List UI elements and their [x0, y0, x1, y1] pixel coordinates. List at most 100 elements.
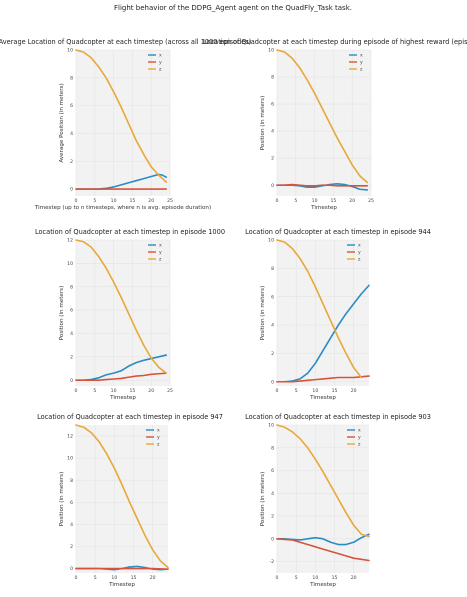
y-tick-label: 10 — [268, 48, 274, 54]
plot-area — [277, 240, 369, 386]
y-tick-label: 0 — [271, 183, 274, 189]
chart-panel-6: 0 5 10 15 20 -2 0 2 4 6 8 10 Location of Quadcopter … — [245, 413, 431, 588]
figure-suptitle: Flight behavior of the DDPG_Agent agent … — [114, 4, 352, 12]
series-line-z — [75, 424, 169, 569]
legend-entry-z: z — [157, 443, 160, 448]
legend-entry-y: y — [360, 61, 363, 66]
legend-entry-x: x — [358, 244, 361, 249]
x-tick-label: 20 — [150, 575, 156, 581]
x-axis-label: Timestep — [309, 395, 336, 401]
x-axis-label: Timestep — [108, 582, 135, 588]
y-tick-label: 8 — [70, 75, 73, 81]
y-tick-label: 0 — [70, 187, 73, 193]
y-axis-label: Position (in meters) — [260, 96, 266, 151]
legend-entry-z: z — [358, 258, 361, 263]
x-axis-label: Timestep — [109, 395, 136, 401]
x-tick-label: 20 — [351, 575, 357, 581]
x-tick-label: 10 — [312, 575, 318, 581]
y-tick-label: 2 — [271, 156, 274, 162]
y-tick-label: 2 — [70, 544, 73, 550]
y-axis-label: Position (in meters) — [59, 472, 65, 527]
y-tick-label: 4 — [271, 491, 274, 497]
legend-entry-z: z — [358, 443, 361, 448]
y-tick-label: 8 — [271, 445, 274, 451]
chart-panel-3: 0 5 10 15 20 25 0 2 4 6 8 10 12 Location of Quadcopte… — [35, 228, 225, 401]
x-tick-label: 25 — [167, 198, 173, 204]
x-tick-label: 20 — [148, 198, 154, 204]
y-tick-label: 8 — [70, 284, 73, 290]
x-tick-label: 15 — [332, 575, 338, 581]
plot-area — [277, 425, 369, 573]
x-tick-label: 15 — [330, 198, 336, 204]
legend-entry-y: y — [358, 436, 361, 441]
x-tick-label: 10 — [312, 198, 318, 204]
y-axis-label: Position (in meters) — [59, 286, 65, 341]
y-tick-label: 4 — [70, 522, 73, 528]
plot-area — [76, 50, 170, 196]
y-tick-label: 4 — [70, 331, 73, 337]
y-tick-label: 10 — [67, 48, 73, 54]
y-tick-label: 4 — [271, 323, 274, 329]
series-line-z — [276, 239, 363, 379]
series-line-z — [276, 49, 369, 184]
legend-entry-x: x — [159, 54, 162, 59]
y-tick-label: 8 — [70, 478, 73, 484]
y-tick-label: 0 — [70, 378, 73, 384]
plot-area — [277, 50, 371, 196]
chart-panel-5: 0 5 10 15 20 0 2 4 6 8 10 12 Location of Quadcopter … — [37, 413, 223, 588]
chart-title: Location of Quadcopter at each timestep … — [203, 38, 467, 46]
x-tick-label: 5 — [295, 575, 298, 581]
legend-entry-x: x — [360, 54, 363, 59]
x-tick-label: 0 — [276, 388, 279, 394]
chart-title: Location of Quadcopter at each timestep … — [245, 228, 431, 236]
y-tick-label: 0 — [271, 379, 274, 385]
legend-entry-y: y — [358, 251, 361, 256]
x-tick-label: 15 — [129, 198, 135, 204]
x-tick-label: 0 — [276, 198, 279, 204]
x-tick-label: 10 — [312, 388, 318, 394]
y-tick-label: 10 — [67, 261, 73, 267]
series-line-y — [276, 538, 370, 562]
y-axis-label: Position (in meters) — [260, 286, 266, 341]
x-tick-label: 10 — [111, 575, 117, 581]
x-tick-label: 25 — [368, 198, 374, 204]
legend-entry-y: y — [159, 61, 162, 66]
series-line-z — [276, 424, 370, 538]
series-line-y — [75, 372, 168, 381]
y-tick-label: 12 — [67, 434, 73, 440]
y-tick-label: 2 — [70, 354, 73, 360]
x-tick-label: 0 — [75, 388, 78, 394]
y-tick-label: 10 — [268, 423, 274, 429]
y-tick-label: 10 — [268, 238, 274, 244]
x-tick-label: 5 — [294, 198, 297, 204]
y-tick-label: 0 — [271, 536, 274, 542]
x-tick-label: 5 — [93, 388, 96, 394]
y-tick-label: 6 — [70, 103, 73, 109]
y-tick-label: 2 — [271, 514, 274, 520]
y-tick-label: 12 — [67, 238, 73, 244]
x-tick-label: 0 — [75, 198, 78, 204]
y-tick-label: 6 — [271, 102, 274, 108]
legend-entry-z: z — [159, 68, 162, 73]
chart-panel-1: 0 5 10 15 20 25 0 2 4 6 8 10 Average Location of Qua… — [0, 38, 251, 211]
y-tick-label: 6 — [70, 308, 73, 314]
x-axis-label: Timestep (up to n timesteps, where n is … — [34, 205, 211, 211]
y-tick-label: 4 — [271, 129, 274, 135]
y-tick-label: 2 — [70, 159, 73, 165]
y-tick-label: 6 — [70, 500, 73, 506]
x-tick-label: 5 — [295, 388, 298, 394]
series-line-y — [276, 375, 370, 383]
chart-title: Location of Quadcopter at each timestep … — [245, 413, 431, 421]
series-line-y — [276, 183, 369, 187]
y-axis-label: Average Position (in meters) — [59, 83, 65, 162]
y-tick-label: 0 — [70, 566, 73, 572]
x-tick-label: 0 — [276, 575, 279, 581]
chart-title: Average Location of Quadcopter at each t… — [0, 38, 251, 46]
legend-entry-y: y — [157, 436, 160, 441]
legend-entry-x: x — [358, 429, 361, 434]
x-tick-label: 10 — [111, 198, 117, 204]
y-tick-label: 6 — [271, 468, 274, 474]
x-tick-label: 5 — [94, 575, 97, 581]
x-tick-label: 0 — [75, 575, 78, 581]
